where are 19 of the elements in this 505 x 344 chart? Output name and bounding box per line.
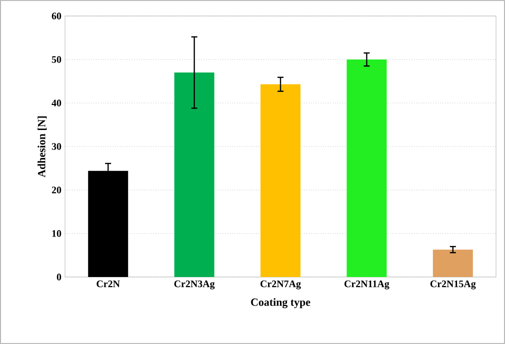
y-tick-label: 50: [52, 56, 62, 63]
y-tick-label: 20: [52, 186, 62, 194]
bar: [432, 250, 473, 277]
y-tick-label: 0: [56, 274, 62, 280]
y-tick-label: 60: [52, 12, 62, 20]
bar: [88, 170, 128, 277]
y-axis-title: Adhesion [N]: [38, 116, 47, 178]
y-tick-label: 40: [52, 100, 62, 106]
x-tick-label: Cr2N: [96, 280, 120, 288]
x-tick-label: Cr2N3Ag: [174, 280, 215, 290]
bar: [174, 72, 214, 277]
x-tick-label: Cr2N15Ag: [430, 280, 476, 290]
y-tick-label: 30: [52, 143, 62, 150]
bar: [346, 59, 387, 277]
x-tick-label: Cr2N11Ag: [344, 280, 390, 290]
x-axis-title: Coating type: [251, 298, 310, 308]
bar: [260, 84, 300, 277]
x-tick-label: Cr2N7Ag: [260, 280, 301, 290]
y-tick-label: 10: [52, 230, 62, 237]
